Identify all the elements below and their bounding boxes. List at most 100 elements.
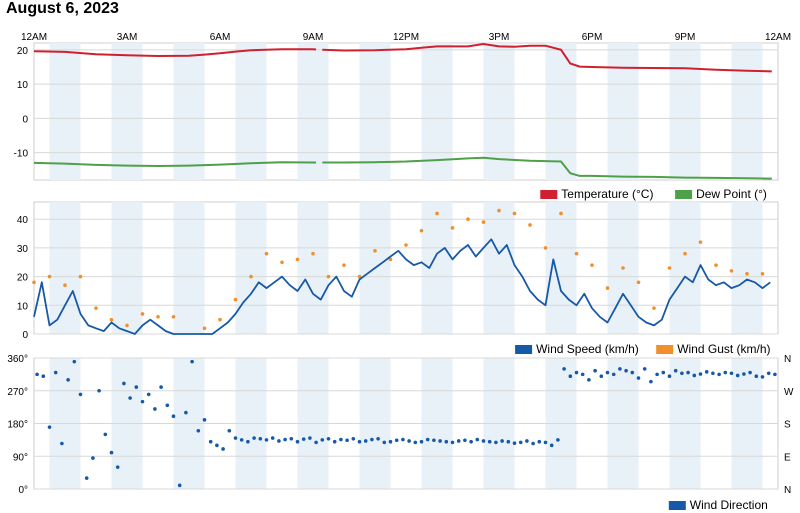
wind-direction-point	[134, 385, 139, 389]
y-tick-label: 30	[17, 244, 29, 255]
wind-gust-point	[218, 317, 222, 322]
plot-area	[33, 42, 779, 181]
time-band	[49, 43, 81, 180]
wind-direction-point	[72, 359, 77, 364]
wind-direction-point	[401, 437, 405, 442]
time-band	[235, 202, 267, 334]
wind-direction-point	[760, 375, 765, 379]
time-axis-labels: 12AM 3AM 6AM 9AM 12PM 3PM 6PM 9PM 12AM	[21, 32, 791, 43]
wind-direction-point	[128, 396, 132, 400]
time-band	[545, 43, 577, 180]
time-band	[111, 43, 143, 180]
chart-title: August 6, 2023	[6, 0, 119, 17]
wind-gust-point	[47, 274, 52, 279]
wind-direction-point	[754, 374, 759, 378]
y-tick-label: -10	[14, 149, 29, 160]
dew-point-line	[322, 156, 772, 180]
compass-tick-label: E	[784, 452, 791, 463]
wind-direction-point	[624, 368, 628, 373]
wind-direction-point	[531, 441, 535, 446]
temperature-panel: 20 10 0 -10 Dew Point (°) Temperature (°C)	[14, 42, 779, 201]
wind-direction-point	[301, 437, 306, 441]
wind-direction-point	[215, 443, 219, 448]
wind-direction-point	[91, 456, 95, 460]
wind-direction-point	[680, 371, 684, 376]
time-band	[421, 202, 453, 334]
wind-direction-point	[444, 439, 449, 444]
wind-gust-point	[652, 306, 656, 310]
wind-direction-point	[766, 371, 771, 376]
wind-direction-point	[289, 436, 294, 441]
wind-direction-point	[593, 368, 597, 373]
wind-gust-point	[404, 243, 408, 247]
wind-direction-point	[525, 439, 529, 443]
dew-point-line	[33, 161, 317, 168]
wind-gust-point	[388, 257, 393, 262]
wind-direction-point	[742, 372, 746, 376]
wind-direction-point	[208, 439, 213, 444]
wind-direction-point	[376, 436, 380, 441]
wind-gust-point	[295, 257, 300, 262]
time-band	[669, 43, 701, 180]
wind-direction-point	[618, 367, 622, 371]
wind-gust-point	[326, 274, 331, 279]
wind-direction-point	[177, 483, 182, 488]
wind-direction-point	[78, 392, 83, 397]
wind-direction-point	[407, 439, 411, 443]
wind-gust-point	[94, 306, 98, 310]
wind-direction-point	[568, 374, 573, 378]
wind-direction-point	[413, 440, 418, 445]
wind-direction-point	[686, 370, 690, 375]
y-tick-label: 20	[17, 273, 29, 284]
wind-direction-point	[735, 373, 740, 378]
y-tick-label: 10	[17, 80, 29, 91]
wind-gust-point	[419, 228, 424, 233]
wind-direction-point	[332, 439, 337, 444]
wind-gust-point	[450, 226, 455, 230]
wind-direction-point	[190, 359, 194, 364]
wind-direction-point	[41, 374, 46, 378]
wind-direction-point	[549, 443, 554, 448]
wind-direction-point	[574, 370, 579, 375]
wind-direction-point	[165, 403, 170, 408]
compass-tick-label: N	[784, 354, 791, 365]
y-tick-label: 90°	[13, 452, 28, 463]
wind-direction-point	[252, 436, 256, 440]
legend-swatch	[668, 501, 686, 510]
wind-direction-point	[97, 388, 101, 393]
wind-direction-point	[661, 370, 666, 375]
wind-gust-point	[233, 297, 238, 302]
time-band	[545, 202, 577, 334]
wind-direction-point	[655, 372, 659, 377]
time-band	[359, 43, 391, 180]
wind-direction-point	[487, 439, 492, 444]
wind-direction-point	[438, 439, 442, 443]
wind-direction-point	[748, 370, 752, 375]
legend-label: Wind Speed (km/h)	[536, 342, 639, 356]
wind-direction-point	[196, 428, 201, 433]
wind-direction-point	[184, 410, 188, 415]
compass-tick-label: W	[784, 387, 794, 398]
y-tick-label: 0	[22, 114, 28, 125]
wind-direction-point	[500, 439, 504, 443]
wind-direction-point	[115, 465, 120, 469]
wind-direction-point	[382, 440, 387, 445]
wind-direction-point	[122, 381, 126, 386]
wind-gust-point	[590, 263, 594, 267]
legend-swatch	[656, 345, 674, 354]
wind-direction-point	[630, 370, 635, 375]
wind-direction-point	[537, 439, 542, 444]
wind-direction-point	[357, 439, 362, 444]
y-tick-label: 40	[17, 215, 29, 226]
wind-gust-point	[729, 269, 734, 273]
wind-direction-point	[432, 438, 436, 443]
wind-gust-point	[125, 323, 129, 328]
legend-label: Dew Point (°)	[696, 187, 767, 201]
wind-direction-point	[35, 372, 39, 377]
wind-gust-point	[249, 274, 253, 279]
legend-swatch	[515, 345, 533, 354]
wind-gust-point	[497, 208, 501, 213]
legend-label: Wind Gust (km/h)	[677, 342, 770, 356]
time-label: 6PM	[582, 32, 603, 43]
